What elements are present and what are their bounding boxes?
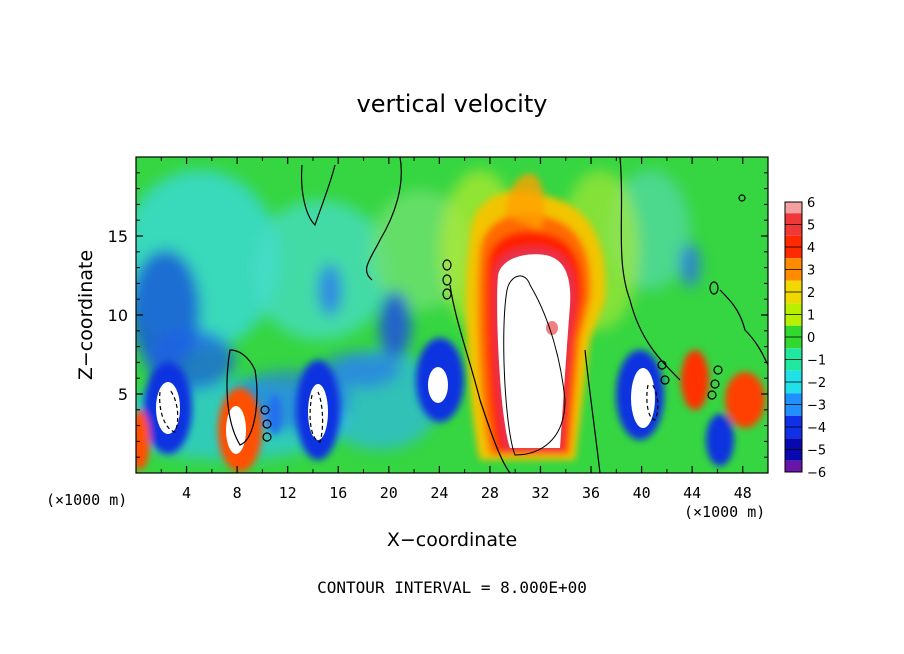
x-tick-label: 36 bbox=[582, 484, 600, 502]
colorbar-label: 1 bbox=[807, 309, 815, 324]
y-tick-label: 15 bbox=[108, 227, 128, 246]
y-tick-label: 5 bbox=[118, 385, 128, 404]
colorbar-swatch bbox=[785, 325, 802, 337]
colorbar-swatch bbox=[785, 438, 802, 450]
x-tick-label: 12 bbox=[279, 484, 297, 502]
x-tick-label: 40 bbox=[633, 484, 651, 502]
x-tick-label: 16 bbox=[329, 484, 347, 502]
x-unit-label-right: (×1000 m) bbox=[684, 503, 765, 521]
x-tick-label: 32 bbox=[531, 484, 549, 502]
colorbar: 6 5 4 3 2 1 0 −1 −2 −3 −4 −5 −6 bbox=[784, 196, 826, 481]
velocity-field bbox=[136, 157, 768, 473]
colorbar-swatch bbox=[785, 202, 802, 214]
colorbar-swatch bbox=[785, 303, 802, 315]
colorbar-label: 5 bbox=[807, 219, 815, 234]
colorbar-swatch bbox=[785, 393, 802, 405]
colorbar-swatch bbox=[785, 382, 802, 394]
colorbar-label: 2 bbox=[807, 286, 815, 301]
y-tick-label: 10 bbox=[108, 306, 128, 325]
colorbar-label: −6 bbox=[807, 466, 826, 481]
colorbar-swatch bbox=[785, 258, 802, 270]
colorbar-swatch bbox=[785, 314, 802, 326]
colorbar-label: −5 bbox=[807, 444, 826, 459]
colorbar-swatch bbox=[785, 415, 802, 427]
colorbar-swatch bbox=[785, 449, 802, 461]
x-tick-label: 44 bbox=[683, 484, 701, 502]
x-axis-title: X−coordinate bbox=[387, 529, 517, 551]
x-unit-label-left: (×1000 m) bbox=[46, 491, 127, 509]
contour-interval-note: CONTOUR INTERVAL = 8.000E+00 bbox=[317, 578, 587, 597]
colorbar-label: 6 bbox=[807, 196, 815, 211]
colorbar-swatch bbox=[785, 370, 802, 382]
colorbar-label: −4 bbox=[807, 421, 826, 436]
colorbar-swatch bbox=[785, 427, 802, 439]
colorbar-swatch bbox=[785, 348, 802, 360]
colorbar-swatch bbox=[785, 269, 802, 281]
colorbar-swatch bbox=[785, 280, 802, 292]
colorbar-label: −3 bbox=[807, 399, 826, 414]
x-tick-label: 48 bbox=[734, 484, 752, 502]
x-axis: 4 8 12 16 20 24 28 32 36 40 44 48 bbox=[160, 157, 752, 502]
colorbar-label: −2 bbox=[807, 376, 826, 391]
colorbar-swatch bbox=[785, 224, 802, 236]
colorbar-swatch bbox=[785, 292, 802, 304]
colorbar-swatch bbox=[785, 235, 802, 247]
x-tick-label: 28 bbox=[481, 484, 499, 502]
colorbar-label: 3 bbox=[807, 264, 815, 279]
x-tick-label: 24 bbox=[430, 484, 448, 502]
colorbar-label: −1 bbox=[807, 354, 826, 369]
x-tick-label: 20 bbox=[380, 484, 398, 502]
x-tick-label: 4 bbox=[182, 484, 191, 502]
x-tick-label: 8 bbox=[233, 484, 242, 502]
chart-title: vertical velocity bbox=[357, 90, 548, 118]
colorbar-swatch bbox=[785, 359, 802, 371]
y-axis: 5 10 15 bbox=[108, 172, 768, 458]
y-axis-title: Z−coordinate bbox=[75, 250, 97, 380]
colorbar-swatch bbox=[785, 213, 802, 225]
colorbar-label: 4 bbox=[807, 241, 815, 256]
colorbar-swatch bbox=[785, 404, 802, 416]
colorbar-swatch bbox=[785, 247, 802, 259]
colorbar-swatch bbox=[785, 337, 802, 349]
colorbar-label: 0 bbox=[807, 331, 815, 346]
colorbar-swatch bbox=[785, 460, 802, 472]
